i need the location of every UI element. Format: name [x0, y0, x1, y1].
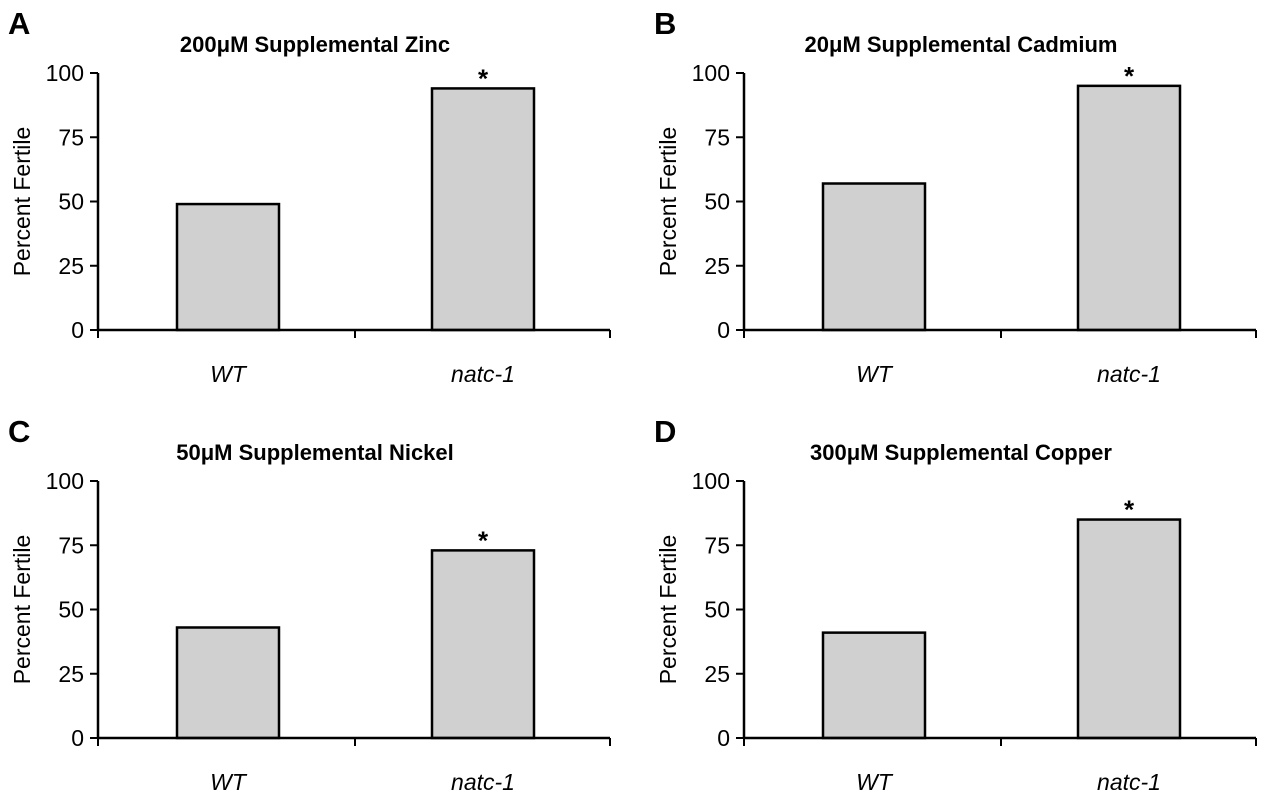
y-axis-label: Percent Fertile [655, 535, 681, 685]
chart-panel-d: D 300μM Supplemental Copper Percent Fertil… [654, 414, 1257, 795]
y-axis-label: Percent Fertile [9, 127, 35, 277]
chart-title: 200μM Supplemental Zinc [180, 32, 450, 57]
x-tick-label: WT [210, 769, 248, 795]
y-tick-label: 100 [692, 468, 730, 494]
y-tick-label: 50 [704, 597, 730, 623]
y-tick-label: 100 [46, 60, 84, 86]
chart-panel-c: C 50μM Supplemental Nickel Percent Fertile… [8, 414, 611, 795]
x-tick-label: natc-1 [451, 361, 515, 387]
y-tick-label: 75 [58, 532, 84, 558]
significance-marker: * [478, 525, 489, 555]
y-tick-label: 0 [717, 725, 730, 751]
x-tick-label: WT [856, 769, 894, 795]
x-tick-label: WT [210, 361, 248, 387]
y-tick-label: 75 [704, 124, 730, 150]
panel-letter: B [654, 6, 676, 41]
y-tick-label: 75 [58, 124, 84, 150]
y-tick-label: 50 [704, 189, 730, 215]
y-tick-label: 100 [692, 60, 730, 86]
panel-letter: A [8, 6, 30, 41]
chart-panel-b: B 20μM Supplemental Cadmium Percent Fertil… [654, 6, 1257, 387]
panel-letter: D [654, 414, 676, 449]
y-axis-label: Percent Fertile [655, 127, 681, 277]
bar-natc-1 [430, 87, 536, 332]
y-tick-label: 0 [71, 725, 84, 751]
panel-letter: C [8, 414, 30, 449]
y-tick-label: 50 [58, 597, 84, 623]
bar-wt [821, 631, 927, 740]
bar-wt [175, 202, 281, 332]
significance-marker: * [1124, 495, 1135, 525]
x-tick-label: natc-1 [1097, 361, 1161, 387]
chart-title: 300μM Supplemental Copper [810, 440, 1112, 465]
y-tick-label: 0 [717, 317, 730, 343]
x-tick-label: natc-1 [1097, 769, 1161, 795]
chart-panel-a: A 200μM Supplemental Zinc Percent Fertile *… [8, 6, 611, 387]
bar-natc-1 [430, 549, 536, 740]
y-tick-label: 25 [58, 661, 84, 687]
y-tick-label: 0 [71, 317, 84, 343]
y-tick-label: 50 [58, 189, 84, 215]
chart-title: 50μM Supplemental Nickel [176, 440, 454, 465]
y-axis-label: Percent Fertile [9, 535, 35, 685]
y-tick-label: 25 [58, 253, 84, 279]
x-tick-label: WT [856, 361, 894, 387]
chart-title: 20μM Supplemental Cadmium [805, 32, 1118, 57]
y-tick-label: 25 [704, 661, 730, 687]
bar-natc-1 [1076, 518, 1182, 740]
y-tick-label: 25 [704, 253, 730, 279]
significance-marker: * [478, 63, 489, 93]
bar-natc-1 [1076, 84, 1182, 332]
significance-marker: * [1124, 61, 1135, 91]
bar-wt [821, 182, 927, 332]
bar-wt [175, 626, 281, 740]
y-tick-label: 100 [46, 468, 84, 494]
y-tick-label: 75 [704, 532, 730, 558]
x-tick-label: natc-1 [451, 769, 515, 795]
